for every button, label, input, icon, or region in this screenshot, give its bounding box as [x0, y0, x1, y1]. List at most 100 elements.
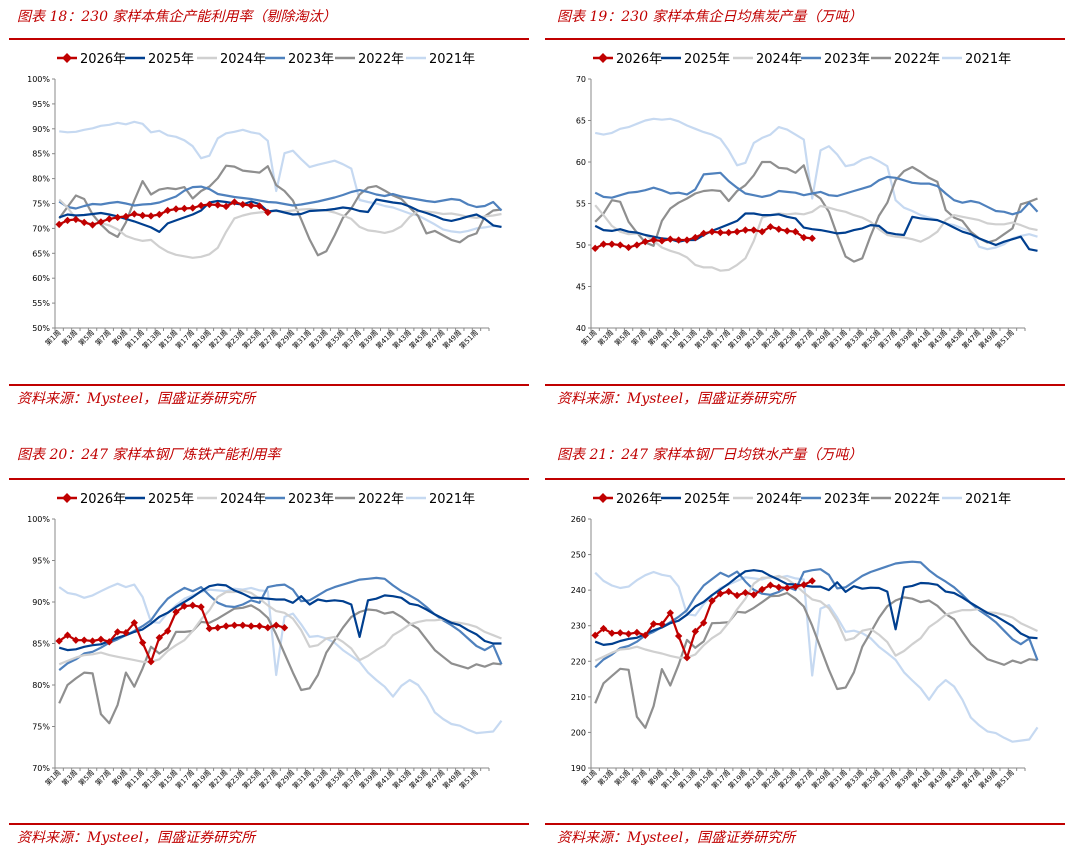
legend-marker [62, 53, 72, 63]
series-2026 [591, 223, 816, 252]
data-point [147, 212, 155, 220]
caption-divider [545, 478, 1065, 480]
y-tick-label: 50 [576, 241, 586, 250]
caption-divider [9, 38, 529, 40]
x-tick-label: 第5周 [613, 328, 632, 347]
data-point [97, 635, 105, 644]
data-point [80, 636, 88, 644]
data-point [624, 630, 633, 638]
legend-item-2023: 2023年 [265, 492, 334, 507]
data-point [758, 228, 766, 236]
data-point [138, 638, 147, 647]
legend-item-2024: 2024年 [733, 52, 802, 67]
legend-item-2021: 2021年 [942, 492, 1011, 507]
data-point [197, 603, 205, 611]
series-line-2025 [58, 583, 502, 652]
legend-label: 2024年 [220, 492, 266, 507]
y-tick-label: 70% [32, 224, 50, 233]
y-tick-label: 50% [32, 324, 50, 333]
y-tick-label: 90% [32, 125, 50, 134]
y-tick-label: 200 [571, 728, 586, 737]
y-tick-label: 90% [32, 598, 50, 607]
y-tick-label: 100% [27, 75, 50, 84]
x-tick-label: 第5周 [613, 768, 632, 787]
data-point [741, 226, 750, 234]
data-point [88, 221, 97, 229]
data-point [624, 243, 633, 252]
legend: 2026年 2025年 2024年 2023年 2022年 2021年 [57, 52, 475, 67]
legend-item-2022: 2022年 [871, 492, 940, 507]
series-line-2024 [594, 204, 1038, 272]
y-tick-label: 60% [32, 274, 50, 283]
data-point [716, 228, 725, 237]
y-tick-label: 210 [571, 693, 586, 702]
legend-label: 2024年 [220, 52, 266, 67]
series-line-2022 [58, 604, 502, 725]
x-tick-label: 第7周 [93, 328, 112, 347]
legend-label: 2023年 [824, 52, 870, 67]
data-point [189, 204, 197, 212]
series-line-2023 [594, 171, 1039, 216]
legend-item-2021: 2021年 [406, 52, 475, 67]
series-line-2026 [58, 604, 285, 663]
y-tick-label: 80% [32, 175, 50, 184]
data-point [733, 591, 741, 600]
data-point [138, 211, 147, 220]
y-tick-label: 70 [576, 75, 586, 84]
legend-label: 2024年 [756, 52, 802, 67]
y-tick-label: 80% [32, 681, 50, 690]
x-tick-label: 第7周 [93, 768, 112, 787]
legend: 2026年 2025年 2024年 2023年 2022年 2021年 [593, 52, 1011, 67]
data-point [197, 201, 205, 210]
data-point [63, 216, 72, 225]
data-point [122, 212, 130, 221]
series-line-2022 [594, 160, 1038, 263]
y-tick-label: 220 [571, 657, 586, 666]
caption-divider [545, 38, 1065, 40]
chart-caption: 图表 21：247 家样本钢厂日均铁水产量（万吨） [557, 447, 863, 463]
series-line-2024 [58, 198, 502, 259]
x-tick-label: 第51周 [457, 768, 480, 791]
y-tick-label: 75% [32, 200, 50, 209]
legend-label: 2026年 [80, 492, 126, 507]
series-2023 [58, 185, 503, 212]
legend-label: 2022年 [358, 52, 404, 67]
y-tick-label: 65% [32, 249, 50, 258]
series-2021 [594, 117, 1038, 251]
y-tick-label: 40 [576, 324, 586, 333]
data-point [699, 619, 708, 627]
legend-item-2025: 2025年 [661, 492, 730, 507]
data-point [599, 240, 608, 248]
legend-label: 2025年 [148, 52, 194, 67]
y-tick-label: 75% [32, 723, 50, 732]
data-point [147, 658, 155, 666]
legend-item-2025: 2025年 [661, 52, 730, 67]
series-2022 [594, 160, 1038, 263]
series-line-2023 [58, 576, 503, 671]
series-2026 [55, 198, 272, 229]
data-point [725, 587, 733, 596]
data-point [122, 629, 130, 637]
data-point [214, 201, 222, 209]
series-line-2023 [594, 560, 1039, 669]
y-tick-label: 85% [32, 150, 50, 159]
data-point [97, 218, 105, 226]
data-point [633, 241, 641, 249]
data-point [733, 228, 741, 236]
y-tick-label: 95% [32, 557, 50, 566]
data-point [674, 632, 683, 640]
series-2023 [58, 576, 503, 671]
series-2024 [594, 204, 1038, 272]
data-point [800, 581, 808, 589]
x-tick-label: 第3周 [596, 768, 615, 787]
y-tick-label: 230 [571, 622, 586, 631]
source-note: 资料来源：Mysteel，国盛证券研究所 [557, 391, 796, 407]
x-tick-label: 第5周 [77, 768, 96, 787]
series-line-2022 [594, 591, 1038, 729]
line-chart-hot-metal-output: 2026年 2025年 2024年 2023年 2022年 2021年 260 250 240 2… [571, 492, 1039, 791]
y-tick-label: 60 [576, 158, 586, 167]
y-tick-label: 95% [32, 100, 50, 109]
data-point [88, 637, 97, 645]
chart-panel-18: 图表 18：230 家样本焦企产能利用率（剔除淘汰） 2026年 2025年 202… [9, 0, 529, 420]
x-tick-label: 第3周 [60, 768, 79, 787]
